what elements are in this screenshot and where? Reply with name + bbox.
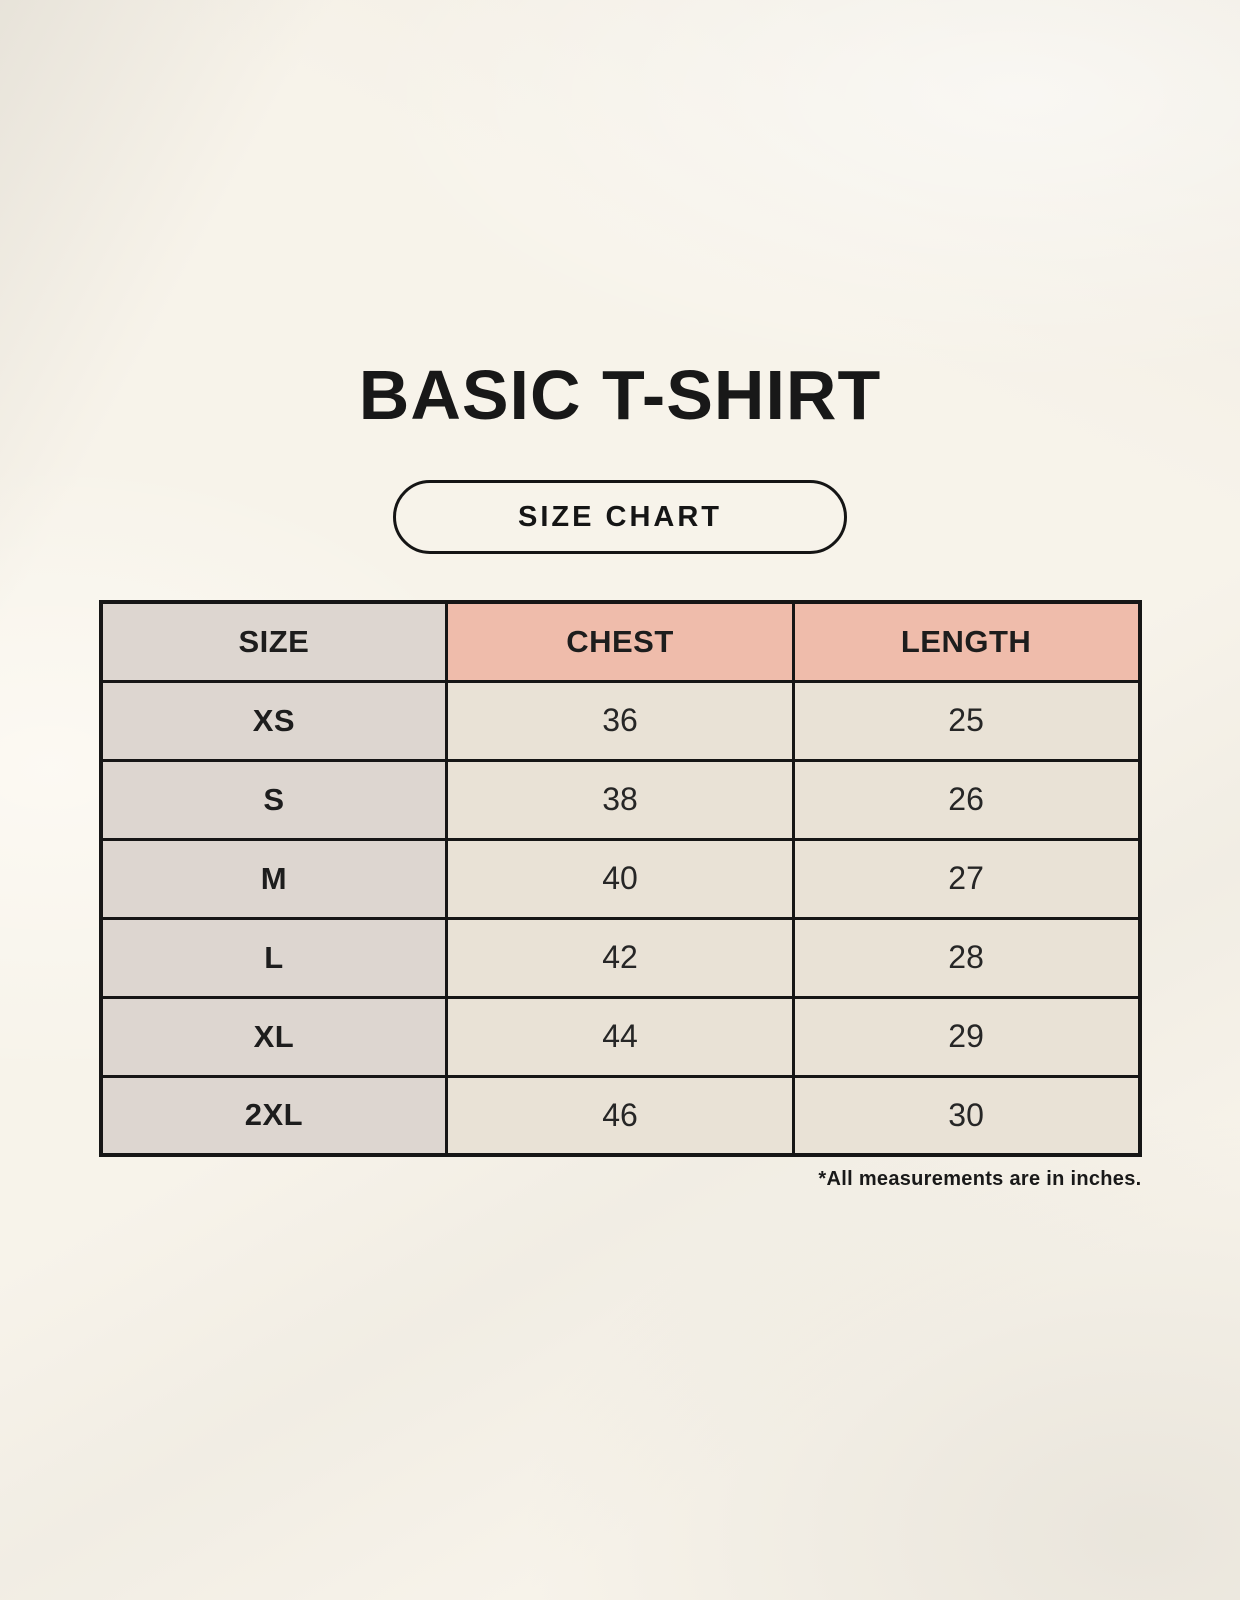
column-header-chest: CHEST xyxy=(445,600,795,683)
table-row: XS 36 25 xyxy=(98,679,1142,762)
length-cell: 29 xyxy=(791,995,1142,1078)
size-chart-table: SIZE CHEST LENGTH XS 36 25 S 38 26 M 40 … xyxy=(98,600,1142,1157)
measurements-footnote: *All measurements are in inches. xyxy=(818,1168,1142,1190)
table-row: S 38 26 xyxy=(98,758,1142,841)
size-cell: XS xyxy=(98,679,449,762)
length-cell: 26 xyxy=(791,758,1142,841)
length-cell: 27 xyxy=(791,837,1142,920)
chest-cell: 36 xyxy=(445,679,795,762)
table-row: M 40 27 xyxy=(98,837,1142,920)
table-header-row: SIZE CHEST LENGTH xyxy=(98,600,1142,683)
chest-cell: 46 xyxy=(445,1074,795,1157)
size-cell: S xyxy=(98,758,449,841)
chest-cell: 40 xyxy=(445,837,795,920)
chest-cell: 42 xyxy=(445,916,795,999)
size-cell: M xyxy=(98,837,449,920)
size-cell: 2XL xyxy=(98,1074,449,1157)
chest-cell: 44 xyxy=(445,995,795,1078)
length-cell: 25 xyxy=(791,679,1142,762)
size-chart-button[interactable]: SIZE CHART xyxy=(393,480,847,554)
size-cell: L xyxy=(98,916,449,999)
table-row: XL 44 29 xyxy=(98,995,1142,1078)
page-title: BASIC T-SHIRT xyxy=(358,356,882,434)
length-cell: 30 xyxy=(791,1074,1142,1157)
chest-cell: 38 xyxy=(445,758,795,841)
size-chart-button-label: SIZE CHART xyxy=(518,500,722,533)
column-header-size: SIZE xyxy=(98,600,449,683)
table-row: L 42 28 xyxy=(98,916,1142,999)
column-header-length: LENGTH xyxy=(791,600,1142,683)
table-row: 2XL 46 30 xyxy=(98,1074,1142,1157)
size-cell: XL xyxy=(98,995,449,1078)
length-cell: 28 xyxy=(791,916,1142,999)
